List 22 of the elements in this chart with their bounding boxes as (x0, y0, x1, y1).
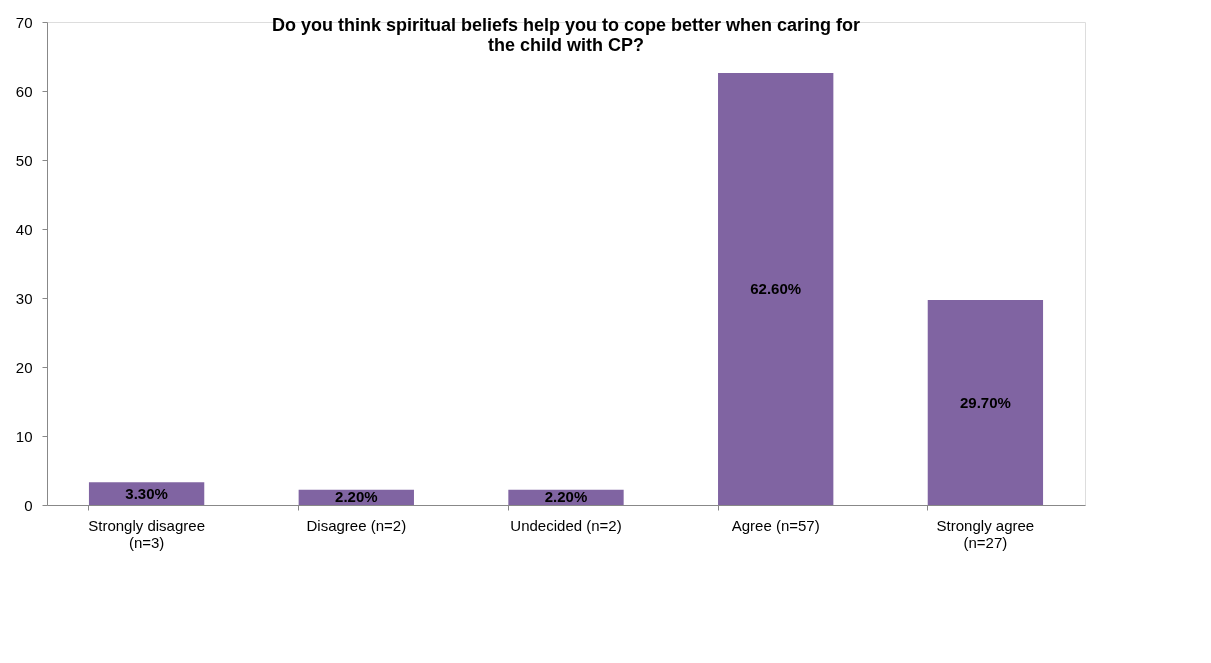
x-tick-label: Strongly disagree (n=3) (88, 516, 205, 551)
y-tick-label: 70 (15, 13, 33, 31)
y-tick-label: 50 (15, 151, 33, 169)
bar (718, 73, 834, 505)
y-tick-label: 30 (15, 289, 33, 307)
data-label: 29.70% (959, 393, 1011, 411)
data-label: 62.60% (750, 280, 802, 298)
y-tick-label: 40 (15, 220, 33, 238)
x-tick-label: Undecided (n=2) (510, 516, 622, 534)
x-tick-label: Strongly agree (n=27) (936, 516, 1035, 551)
bar (88, 482, 205, 505)
x-tick-label: Disagree (n=2) (306, 516, 407, 534)
chart-title: Do you think spiritual beliefs help you to cope better when caring for the child with CP? (271, 15, 861, 55)
bar (927, 300, 1044, 505)
data-label: 3.30% (125, 484, 168, 502)
x-tick-label: Agree (n=57) (731, 516, 820, 534)
data-label: 2.20% (335, 488, 378, 506)
y-tick-label: 0 (24, 496, 33, 514)
data-label: 2.20% (544, 488, 588, 506)
y-tick-label: 20 (15, 358, 33, 376)
y-tick-label: 60 (15, 82, 33, 100)
y-tick-label: 10 (15, 427, 33, 445)
